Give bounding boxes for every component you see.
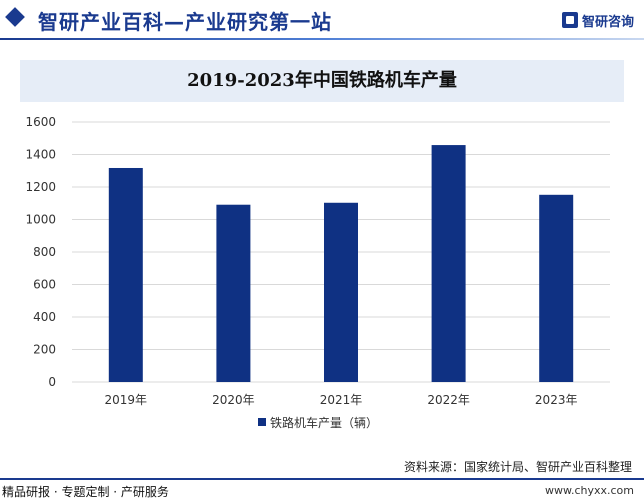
legend-label: 铁路机车产量（辆） bbox=[270, 415, 378, 430]
footer-services: 精品研报 · 专题定制 · 产研服务 bbox=[2, 485, 169, 499]
x-tick-label: 2023年 bbox=[535, 393, 578, 407]
y-tick-label: 1600 bbox=[25, 115, 56, 129]
brand-name: 智研咨询 bbox=[581, 14, 634, 30]
site-header: 智研产业百科—产业研究第一站 智研咨询 bbox=[0, 0, 644, 38]
y-axis-ticks: 0 200 400 600 800 1000 1200 1400 1600 bbox=[25, 115, 56, 389]
x-axis-ticks: 2019年 2020年 2021年 2022年 2023年 bbox=[105, 393, 578, 407]
bar bbox=[108, 167, 143, 382]
bar bbox=[324, 202, 358, 382]
y-tick-label: 1200 bbox=[25, 180, 56, 194]
x-tick-label: 2022年 bbox=[427, 393, 470, 407]
y-tick-label: 800 bbox=[33, 245, 56, 259]
chart-title-band: 2019-2023年中国铁路机车产量 bbox=[20, 60, 624, 102]
header-divider bbox=[0, 38, 644, 40]
y-tick-label: 1400 bbox=[25, 148, 56, 162]
site-title: 智研产业百科—产业研究第一站 bbox=[38, 10, 332, 34]
y-tick-label: 1000 bbox=[25, 213, 56, 227]
y-tick-label: 0 bbox=[48, 375, 56, 389]
x-tick-label: 2019年 bbox=[105, 393, 148, 407]
bar bbox=[216, 204, 251, 382]
bars bbox=[108, 145, 574, 382]
x-tick-label: 2021年 bbox=[320, 393, 363, 407]
footer-url[interactable]: www.chyxx.com bbox=[544, 484, 634, 497]
bar bbox=[539, 194, 574, 382]
x-tick-label: 2020年 bbox=[212, 393, 255, 407]
chart-title: 2019-2023年中国铁路机车产量 bbox=[187, 70, 457, 91]
y-tick-label: 600 bbox=[33, 278, 56, 292]
bar bbox=[431, 145, 466, 382]
data-source: 资料来源：国家统计局、智研产业百科整理 bbox=[403, 460, 632, 474]
legend: 铁路机车产量（辆） bbox=[258, 415, 378, 430]
footer-divider bbox=[0, 478, 644, 480]
legend-swatch bbox=[258, 418, 266, 426]
brand-logo-icon bbox=[561, 12, 578, 28]
y-tick-label: 200 bbox=[33, 343, 56, 357]
y-tick-label: 400 bbox=[33, 310, 56, 324]
brand-logo: 智研咨询 bbox=[561, 10, 634, 30]
